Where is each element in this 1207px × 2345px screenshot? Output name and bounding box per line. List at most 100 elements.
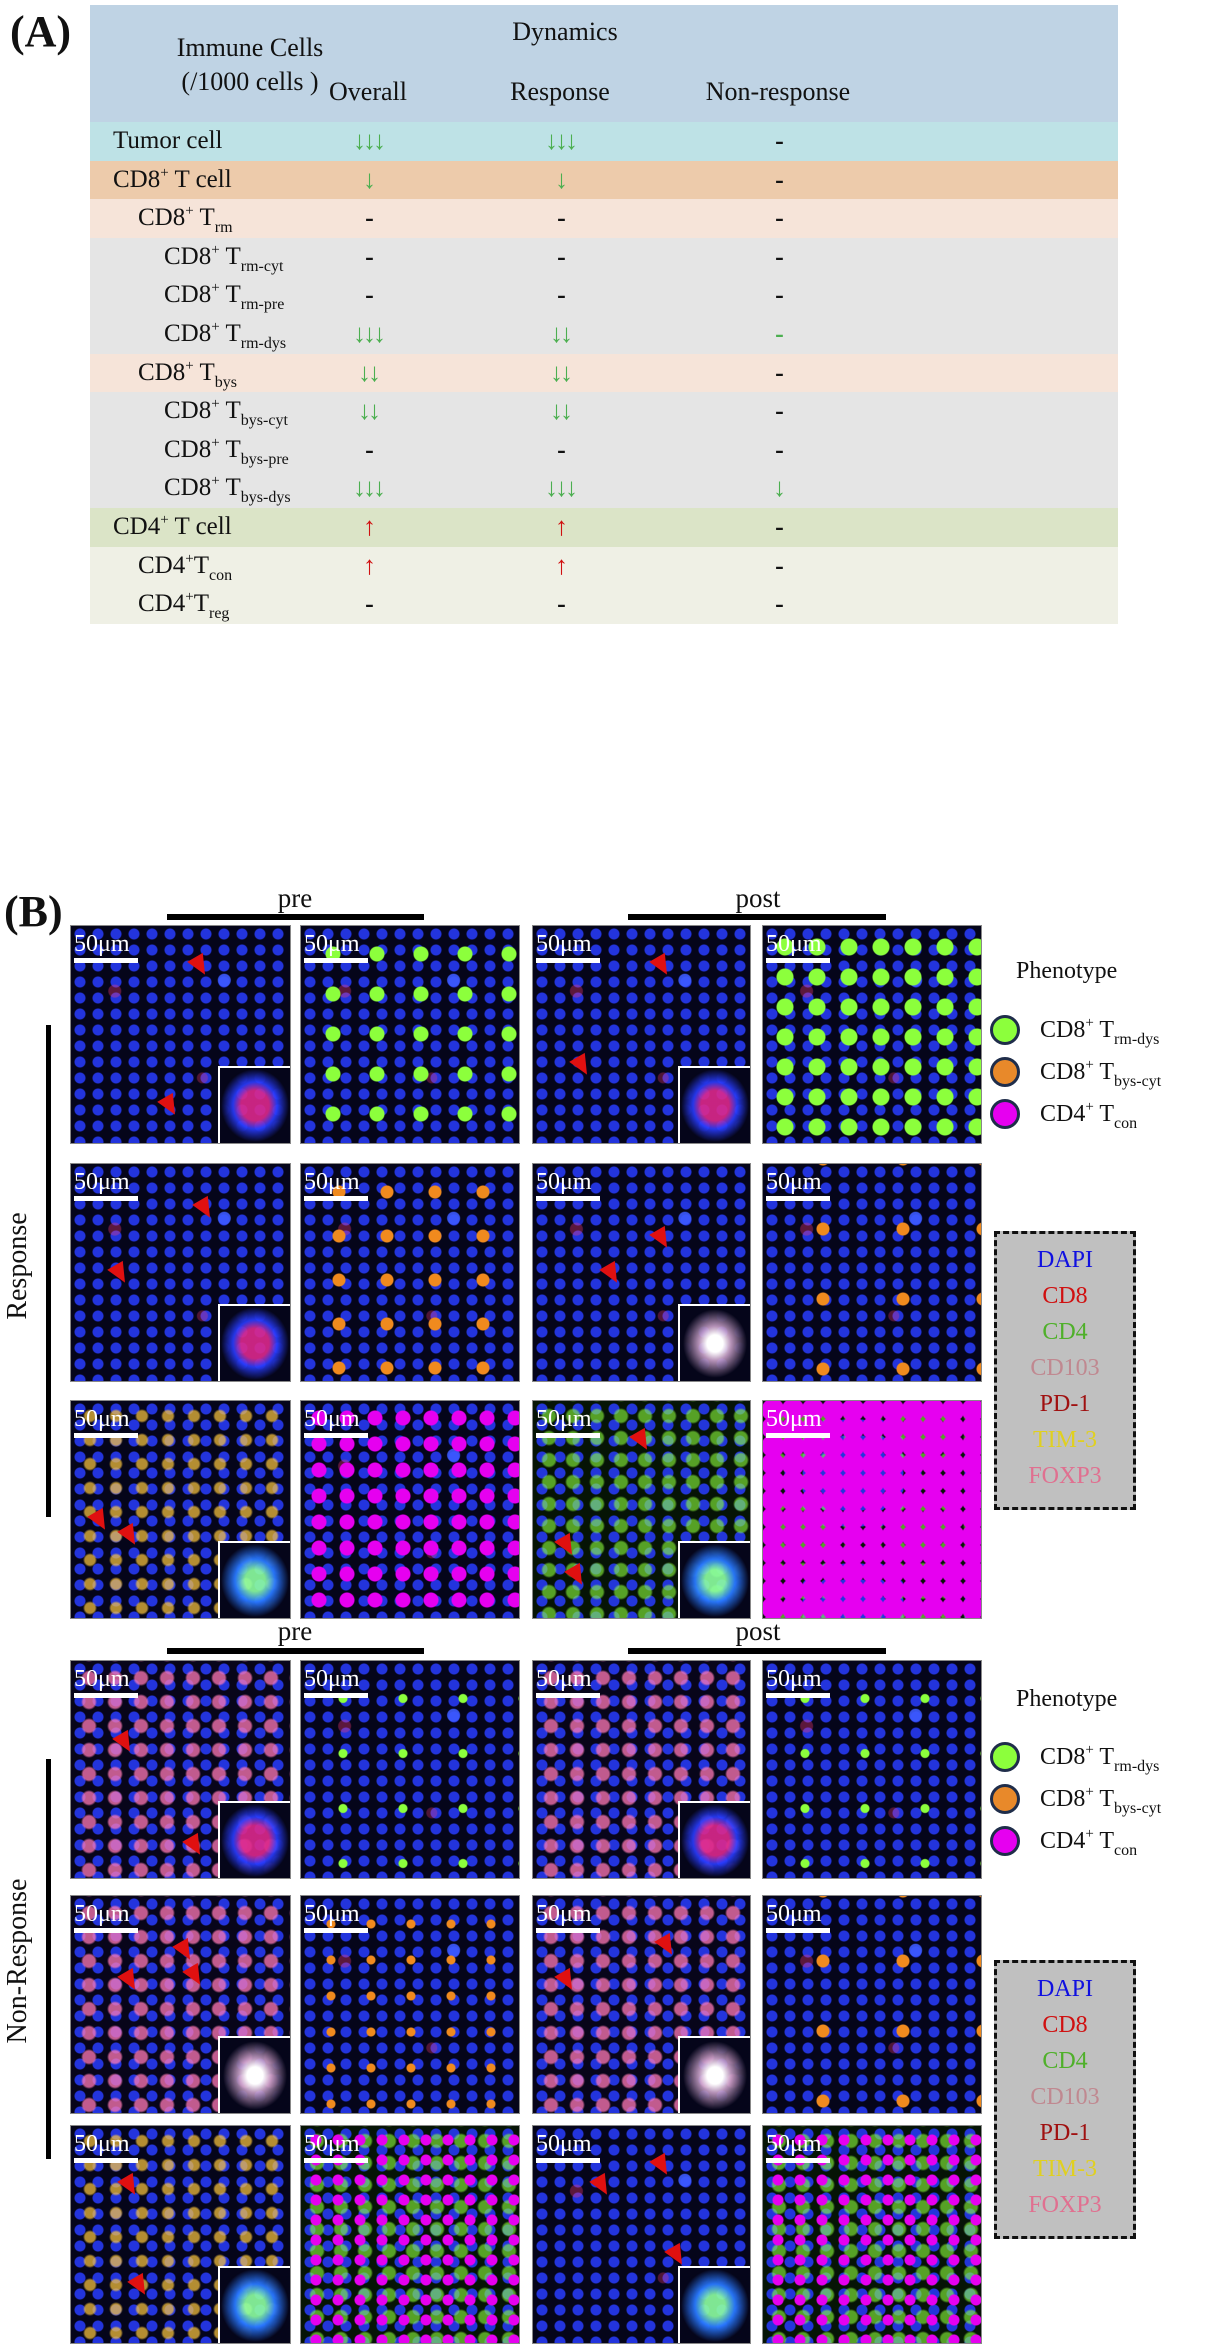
dynamics-response-cell: -	[557, 280, 566, 310]
circle-swatch-icon	[990, 1015, 1020, 1045]
dynamics-response-cell: -	[557, 203, 566, 233]
zoom-inset	[678, 1304, 750, 1381]
phenotype-legend-item: CD8+ Tbys-cyt	[990, 1055, 1161, 1089]
cell-type-label: CD8+ Tbys	[138, 357, 238, 391]
scale-bar: 50μm	[74, 1170, 138, 1201]
post-bar-nonresponse	[628, 1648, 886, 1654]
micrograph-nonresponse-post-multiplex-3: 50μm	[532, 2125, 751, 2344]
marker-label: TIM-3	[1033, 1427, 1097, 1453]
table-header: Immune Cells (/1000 cells ) Dynamics Ove…	[90, 5, 1118, 122]
scale-bar: 50μm	[766, 1667, 830, 1698]
red-arrow-icon	[187, 952, 213, 980]
micrograph-response-pre-multiplex-3: 50μm	[70, 1400, 291, 1619]
scale-bar: 50μm	[304, 1407, 368, 1438]
zoom-inset	[218, 2266, 290, 2343]
micrograph-nonresponse-post-phenotype-2: 50μm	[762, 1895, 982, 2114]
marker-label: TIM-3	[1033, 2156, 1097, 2182]
marker-label: FOXP3	[1028, 2192, 1102, 2218]
red-arrow-icon	[554, 1532, 580, 1560]
red-arrow-icon	[182, 1962, 208, 1990]
scale-bar: 50μm	[304, 1170, 368, 1201]
table-row: CD8+ Tbys ↓↓ ↓↓ -	[90, 353, 1118, 393]
zoom-inset	[218, 2036, 290, 2113]
micrograph-response-pre-multiplex-1: 50μm	[70, 925, 291, 1144]
micrograph-nonresponse-post-multiplex-2: 50μm	[532, 1895, 751, 2114]
micrograph-nonresponse-pre-phenotype-3: 50μm	[300, 2125, 520, 2344]
dynamics-overall-cell: ↓	[363, 164, 376, 194]
dynamics-response-cell: ↓	[555, 164, 568, 194]
cell-type-label: CD8+ Tbys-cyt	[164, 396, 288, 430]
marker-legend-response: DAPI CD8 CD4 CD103 PD-1 TIM-3 FOXP3	[994, 1231, 1136, 1510]
phenotype-legend-item: CD8+ Tbys-cyt	[990, 1782, 1161, 1816]
table-row: CD4+Treg - - -	[90, 585, 1118, 624]
marker-label: CD8	[1042, 1283, 1088, 1309]
scale-bar: 50μm	[536, 1902, 600, 1933]
zoom-inset	[218, 1066, 290, 1143]
circle-swatch-icon	[990, 1784, 1020, 1814]
phenotype-legend-title: Phenotype	[1016, 958, 1118, 984]
marker-label: CD4	[1042, 2048, 1088, 2074]
table-row: Tumor cell ↓↓↓ ↓↓↓ -	[90, 122, 1118, 161]
micrograph-response-post-multiplex-1: 50μm	[532, 925, 751, 1144]
dynamics-response-cell: -	[557, 434, 566, 464]
zoom-inset	[678, 1066, 750, 1143]
circle-swatch-icon	[990, 1057, 1020, 1087]
zoom-inset	[218, 1801, 290, 1878]
zoom-inset	[218, 1304, 290, 1381]
scale-bar: 50μm	[536, 932, 600, 963]
red-arrow-icon	[182, 1832, 208, 1860]
micrograph-nonresponse-post-phenotype-3: 50μm	[762, 2125, 982, 2344]
red-arrow-icon	[649, 952, 675, 980]
dynamics-nonresponse-cell: -	[775, 550, 784, 580]
scale-bar: 50μm	[304, 2132, 368, 2163]
marker-label: CD103	[1030, 1355, 1100, 1381]
zoom-inset	[678, 1801, 750, 1878]
marker-label: CD4	[1042, 1319, 1088, 1345]
dynamics-overall-cell: -	[365, 280, 374, 310]
cell-type-label: CD8+ T cell	[113, 164, 232, 193]
red-arrow-icon	[654, 1932, 680, 1960]
post-label-response: post	[735, 883, 781, 913]
marker-legend-nonresponse: DAPI CD8 CD4 CD103 PD-1 TIM-3 FOXP3	[994, 1960, 1136, 2239]
micrograph-response-post-phenotype-1: 50μm	[762, 925, 982, 1144]
scale-bar: 50μm	[304, 1667, 368, 1698]
micrograph-response-post-multiplex-2: 50μm	[532, 1163, 751, 1382]
red-arrow-icon	[649, 2152, 675, 2180]
header-per-1000: (/1000 cells )	[181, 67, 319, 96]
red-arrow-icon	[564, 1562, 590, 1590]
cell-type-label: CD4+Tcon	[138, 550, 233, 584]
table-row: CD8+ Tbys-pre - - -	[90, 430, 1118, 470]
dynamics-response-cell: ↓↓	[550, 396, 573, 426]
dynamics-response-cell: ↓↓	[550, 357, 573, 387]
dynamics-nonresponse-cell: -	[775, 280, 784, 310]
phenotype-legend-item: CD8+ Trm-dys	[990, 1013, 1159, 1047]
response-group-label: Response	[2, 1212, 33, 1320]
circle-swatch-icon	[990, 1826, 1020, 1856]
dynamics-overall-cell: -	[365, 434, 374, 464]
dynamics-response-cell: ↓↓↓	[545, 473, 578, 503]
scale-bar: 50μm	[766, 2132, 830, 2163]
header-immune-cells: Immune Cells	[176, 33, 324, 62]
red-arrow-icon	[107, 1260, 133, 1288]
micrograph-response-pre-phenotype-1: 50μm	[300, 925, 520, 1144]
micrograph-response-pre-phenotype-2: 50μm	[300, 1163, 520, 1382]
table-row: CD4+Tcon ↑ ↑ -	[90, 546, 1118, 586]
scale-bar: 50μm	[536, 1407, 600, 1438]
scale-bar: 50μm	[536, 1667, 600, 1698]
cell-type-label: CD4+Treg	[138, 589, 230, 623]
marker-label: PD-1	[1039, 2120, 1091, 2146]
red-arrow-icon	[87, 1507, 113, 1535]
zoom-inset	[678, 2036, 750, 2113]
table-body: Tumor cell ↓↓↓ ↓↓↓ - CD8+ T cell ↓ ↓ - CD8+ Trm -…	[90, 122, 1118, 624]
dynamics-overall-cell: ↓↓↓	[353, 473, 386, 503]
immune-dynamics-table: Immune Cells (/1000 cells ) Dynamics Ove…	[90, 5, 1118, 624]
micrograph-response-pre-multiplex-2: 50μm	[70, 1163, 291, 1382]
dynamics-response-cell: -	[557, 241, 566, 271]
scale-bar: 50μm	[304, 932, 368, 963]
zoom-inset	[678, 1541, 750, 1618]
dynamics-overall-cell: ↓↓	[358, 357, 381, 387]
dynamics-nonresponse-cell: ↓	[773, 473, 786, 503]
cell-type-label: CD4+ T cell	[113, 511, 232, 540]
marker-label: PD-1	[1039, 1391, 1091, 1417]
dynamics-overall-cell: -	[365, 589, 374, 619]
